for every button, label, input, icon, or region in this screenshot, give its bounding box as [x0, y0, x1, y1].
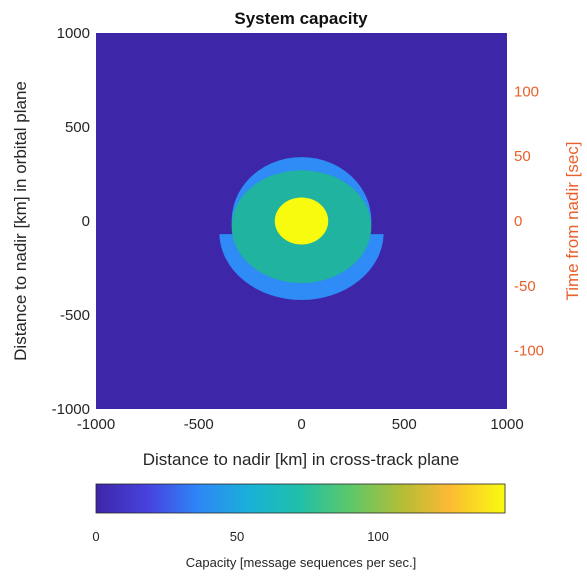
y2-tick-label: -50	[514, 278, 536, 295]
y2-tick-label: 50	[514, 148, 531, 165]
colorbar	[95, 483, 506, 514]
colorbar-tick-label: 100	[367, 529, 389, 544]
y2-axis-label: Time from nadir [sec]	[563, 141, 582, 300]
y-axis-ticks: -1000 -500 0 500 1000	[52, 25, 90, 418]
x-axis-ticks: -1000 -500 0 500 1000	[77, 416, 524, 433]
heatmap-regions	[219, 157, 384, 300]
region-inner	[274, 197, 329, 245]
y2-axis-ticks: -100 -50 0 50 100	[514, 83, 544, 359]
y-tick-label: 0	[82, 213, 90, 230]
y-tick-label: -1000	[52, 401, 90, 418]
y2-tick-label: -100	[514, 343, 544, 360]
x-tick-label: -1000	[77, 416, 115, 433]
y2-tick-label: 0	[514, 213, 522, 230]
colorbar-ticks: 0 50 100	[92, 529, 389, 544]
x-tick-label: 500	[392, 416, 417, 433]
y-tick-label: 1000	[57, 25, 90, 42]
x-tick-label: 1000	[490, 416, 523, 433]
x-tick-label: 0	[297, 416, 305, 433]
y2-tick-label: 100	[514, 83, 539, 100]
colorbar-label: Capacity [message sequences per sec.]	[186, 555, 417, 570]
colorbar-tick-label: 50	[230, 529, 244, 544]
x-axis-label: Distance to nadir [km] in cross-track pl…	[143, 450, 460, 469]
y-tick-label: 500	[65, 119, 90, 136]
y-tick-label: -500	[60, 307, 90, 324]
y-axis-label: Distance to nadir [km] in orbital plane	[11, 81, 30, 361]
x-tick-label: -500	[184, 416, 214, 433]
chart-title: System capacity	[234, 9, 368, 28]
colorbar-tick-label: 0	[92, 529, 99, 544]
